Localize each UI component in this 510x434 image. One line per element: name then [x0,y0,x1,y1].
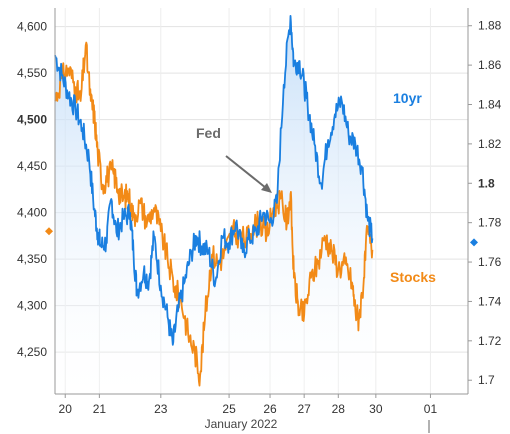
left-tick-label: 4,300 [17,299,47,313]
x-tick-label: 28 [332,402,346,416]
right-tick-label: 1.82 [478,137,502,151]
x-axis-label: January 2022 [205,417,278,431]
left-tick-label: 4,250 [17,345,47,359]
right-axis-ticks: 1.7 1.72 1.74 1.76 1.78 1.8 1.82 1.84 1.86 1.88 [468,19,502,387]
right-tick-label: 1.8 [478,176,495,190]
right-tick-label: 1.84 [478,98,502,112]
fed-arrow-head [261,183,272,193]
x-tick-label: 23 [154,402,168,416]
right-tick-label: 1.88 [478,19,502,33]
left-tick-label: 4,550 [17,66,47,80]
left-tick-label: 4,400 [17,206,47,220]
right-tick-label: 1.78 [478,216,502,230]
left-current-marker [45,227,53,236]
right-tick-label: 1.72 [478,334,502,348]
right-current-marker [470,238,478,247]
x-axis-ticks: 20 21 23 25 26 27 28 30 01 [59,394,438,416]
right-tick-label: 1.86 [478,58,502,72]
x-tick-label: 30 [369,402,383,416]
series-label-10yr: 10yr [393,90,422,106]
left-tick-label: 4,350 [17,252,47,266]
x-tick-label: 25 [222,402,236,416]
left-tick-label: 4,450 [17,159,47,173]
right-tick-label: 1.7 [478,373,495,387]
series-label-stocks: Stocks [390,269,436,285]
left-tick-label: 4,500 [17,113,47,127]
right-tick-label: 1.74 [478,294,502,308]
x-tick-label: 20 [59,402,73,416]
series-line-10yr [54,15,374,346]
series-line-stocks [54,41,374,387]
x-tick-label: 21 [93,402,107,416]
fed-annotation-arrow [225,155,267,189]
left-tick-label: 4,600 [17,20,47,34]
left-axis-ticks: 4,250 4,300 4,350 4,400 4,450 4,500 4,550 4,600 [17,20,47,360]
x-tick-label: 26 [263,402,277,416]
x-tick-label: 01 [424,402,438,416]
fed-annotation: Fed [196,125,221,141]
area-10yr [55,15,373,395]
right-tick-label: 1.76 [478,255,502,269]
x-tick-label: 27 [297,402,311,416]
